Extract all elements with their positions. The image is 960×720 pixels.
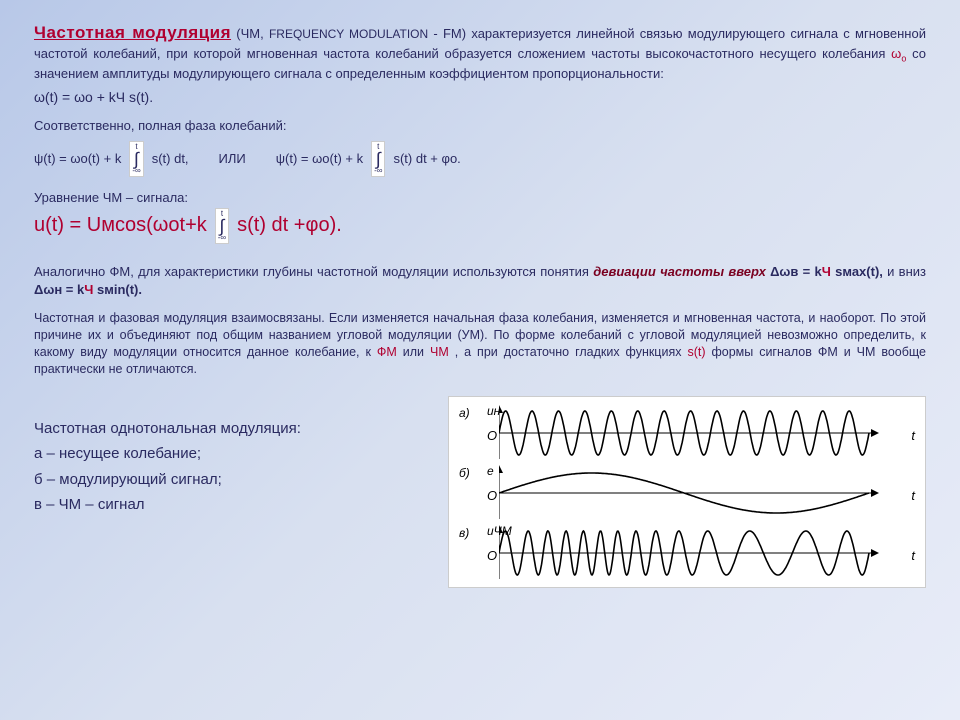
deviation-term: девиации частоты вверх	[593, 264, 766, 279]
chart-fm-signal: в) uЧМ O t	[453, 523, 921, 583]
chart-modulating: б) e O t	[453, 463, 921, 523]
omega0: ωо	[891, 46, 906, 61]
integral-icon: t ∫ -∞	[129, 141, 143, 177]
fm-wave-icon	[499, 525, 879, 581]
fm-eq-label: Уравнение ЧМ – сигнала:	[34, 189, 926, 207]
title-caps: FREQUENCY MODULATION	[269, 27, 428, 41]
fm-eq-p2: s(t) dt +φо).	[237, 212, 342, 239]
chart-carrier: а) uн O t	[453, 403, 921, 463]
phase-equation: ψ(t) = ωо(t) + k t ∫ -∞ s(t) dt, ИЛИ ψ(t…	[34, 141, 926, 177]
title-rest1: (ЧМ,	[236, 26, 263, 41]
modulating-wave-icon	[499, 465, 879, 521]
eq-omega: ω(t) = ωо + kЧ s(t).	[34, 88, 926, 107]
fm-equation: u(t) = Uмcos(ωоt+k t ∫ -∞ s(t) dt +φо).	[34, 210, 926, 251]
waveform-charts: а) uн O t б) e O t в) uЧМ O t	[448, 396, 926, 588]
caption-a: а – несущее колебание;	[34, 441, 424, 467]
integral-icon: t ∫ -∞	[371, 141, 385, 177]
phase-rhs1: ψ(t) = ωо(t) + k	[276, 150, 363, 168]
integral-icon: t ∫ -∞	[215, 208, 229, 244]
angle-modulation-paragraph: Частотная и фазовая модуляция взаимосвяз…	[34, 310, 926, 378]
fm-eq-p1: u(t) = Uмcos(ωоt+k	[34, 212, 207, 239]
caption-b: б – модулирующий сигнал;	[34, 467, 424, 493]
figure-caption: Частотная однотональная модуляция: а – н…	[34, 396, 424, 518]
phase-mid: s(t) dt,	[152, 150, 189, 168]
caption-c: в – ЧМ – сигнал	[34, 492, 424, 518]
carrier-wave-icon	[499, 405, 879, 461]
title-main: Частотная модуляция	[34, 23, 231, 42]
phase-rhs2: s(t) dt + φо.	[393, 150, 460, 168]
bottom-area: Частотная однотональная модуляция: а – н…	[34, 396, 926, 588]
phase-lhs: ψ(t) = ωо(t) + k	[34, 150, 121, 168]
phase-or: ИЛИ	[219, 150, 246, 168]
phase-intro: Соответственно, полная фаза колебаний:	[34, 117, 926, 135]
caption-title: Частотная однотональная модуляция:	[34, 416, 424, 442]
deviation-paragraph: Аналогично ФМ, для характеристики глубин…	[34, 263, 926, 298]
intro-paragraph: Частотная модуляция (ЧМ, FREQUENCY MODUL…	[34, 22, 926, 82]
